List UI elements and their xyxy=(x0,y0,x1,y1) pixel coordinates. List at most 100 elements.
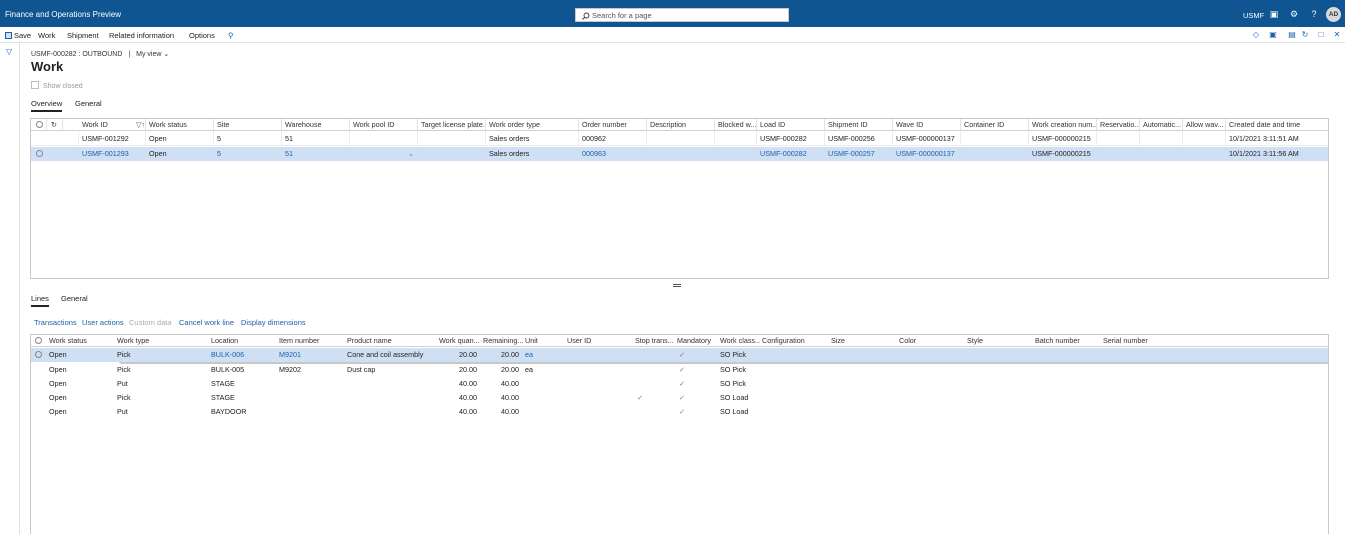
cell-unit[interactable]: ea xyxy=(525,350,533,359)
column-filter-icon[interactable]: ▽↑ xyxy=(136,120,146,129)
list-item[interactable]: Open Pick STAGE 40.00 40.00 ✓ ✓ SO Load xyxy=(31,391,1328,405)
cell-unit[interactable] xyxy=(525,377,555,391)
display-dimensions-button[interactable]: Display dimensions xyxy=(241,318,306,327)
avatar[interactable]: AD xyxy=(1326,7,1341,22)
header-work-status[interactable]: Work status xyxy=(146,119,214,130)
list-item[interactable]: Open Put STAGE 40.00 40.00 ✓ SO Pick xyxy=(31,377,1328,391)
cell-unit[interactable] xyxy=(525,405,555,419)
header-work-quantity[interactable]: Work quan... xyxy=(439,336,480,345)
cell-work-pool-id[interactable] xyxy=(350,132,418,145)
header-work-id[interactable]: Work ID xyxy=(79,119,146,130)
cell-location[interactable]: BULK-006 xyxy=(211,350,245,359)
header-line-work-status[interactable]: Work status xyxy=(49,336,87,345)
header-style[interactable]: Style xyxy=(967,336,983,345)
power-apps-icon[interactable]: ◇ xyxy=(1252,30,1260,39)
pane-splitter-handle[interactable] xyxy=(673,284,681,287)
tab-general[interactable]: General xyxy=(75,99,102,108)
close-icon[interactable]: ✕ xyxy=(1333,30,1341,39)
cell-item-number[interactable] xyxy=(279,377,345,391)
work-menu[interactable]: Work xyxy=(38,31,56,40)
cell-warehouse[interactable]: 51 xyxy=(285,149,293,158)
transactions-button[interactable]: Transactions xyxy=(34,318,77,327)
select-all-radio[interactable] xyxy=(35,335,47,347)
header-work-class[interactable]: Work class... xyxy=(720,336,760,345)
cell-item-number[interactable]: M9201 xyxy=(279,350,301,359)
cell-work-id[interactable]: USMF-001293 xyxy=(82,149,129,158)
header-color[interactable]: Color xyxy=(899,336,917,345)
header-reservation[interactable]: Reservatio... xyxy=(1097,119,1140,130)
shipment-menu[interactable]: Shipment xyxy=(67,31,99,40)
header-work-pool-id[interactable]: Work pool ID xyxy=(350,119,418,130)
cell-location[interactable]: STAGE xyxy=(211,379,235,388)
show-closed-checkbox[interactable] xyxy=(31,81,39,89)
cell-item-number[interactable] xyxy=(279,391,345,405)
header-shipment-id[interactable]: Shipment ID xyxy=(825,119,893,130)
settings-icon[interactable]: ⚙ xyxy=(1289,9,1299,19)
chevron-down-icon[interactable]: ⌄ xyxy=(407,149,414,158)
filter-icon[interactable]: ▽ xyxy=(6,47,13,56)
user-actions-button[interactable]: User actions xyxy=(82,318,124,327)
save-button[interactable]: Save xyxy=(5,31,31,40)
header-load-id[interactable]: Load ID xyxy=(757,119,825,130)
cell-order-number[interactable]: 000963 xyxy=(582,149,606,158)
cell-site[interactable]: 5 xyxy=(217,149,221,158)
header-remaining[interactable]: Remaining... xyxy=(483,336,523,345)
header-batch-number[interactable]: Batch number xyxy=(1035,336,1080,345)
header-product-name[interactable]: Product name xyxy=(347,336,392,345)
table-row[interactable]: USMF-001292 Open 5 51 Sales orders 00096… xyxy=(31,132,1328,146)
row-select-radio[interactable] xyxy=(35,348,47,362)
options-menu[interactable]: Options xyxy=(189,31,215,40)
cell-shipment-id[interactable]: USMF-000256 xyxy=(825,132,893,145)
header-allow-wave[interactable]: Allow wav... xyxy=(1183,119,1226,130)
tab-overview[interactable]: Overview xyxy=(31,99,63,112)
cell-wave-id[interactable]: USMF-000000137 xyxy=(893,132,961,145)
row-select-radio[interactable] xyxy=(31,147,47,161)
view-selector[interactable]: My view ⌄ xyxy=(136,51,169,58)
header-description[interactable]: Description xyxy=(647,119,715,130)
cell-load-id[interactable]: USMF-000282 xyxy=(757,132,825,145)
cell-unit[interactable] xyxy=(525,391,555,405)
related-information-menu[interactable]: Related information xyxy=(109,31,175,40)
header-item-number[interactable]: Item number xyxy=(279,336,320,345)
cell-wave-id[interactable]: USMF-000000137 xyxy=(896,149,955,158)
header-automatic[interactable]: Automatic... xyxy=(1140,119,1183,130)
list-item[interactable]: Open Pick BULK-005 M9202 Dust cap 20.00 … xyxy=(31,363,1328,377)
header-size[interactable]: Size xyxy=(831,336,845,345)
header-user-id[interactable]: User ID xyxy=(567,336,592,345)
search-input[interactable]: Search for a page xyxy=(575,8,789,22)
header-stop-transaction[interactable]: Stop trans... xyxy=(635,336,674,345)
cell-order-number[interactable]: 000962 xyxy=(579,132,647,145)
select-all-radio[interactable] xyxy=(31,119,47,130)
header-work-creation-number[interactable]: Work creation num... xyxy=(1029,119,1097,130)
header-mandatory[interactable]: Mandatory xyxy=(677,336,711,345)
custom-data-button[interactable]: Custom data xyxy=(129,318,172,327)
row-select-radio[interactable] xyxy=(31,132,47,145)
list-item-selected[interactable]: Open Pick BULK-006 M9201 Cone and coil a… xyxy=(31,348,1328,362)
cell-location[interactable]: BAYDOOR xyxy=(211,407,247,416)
cell-item-number[interactable]: M9202 xyxy=(279,365,301,374)
help-icon[interactable]: ? xyxy=(1311,9,1317,19)
header-created-date-time[interactable]: Created date and time xyxy=(1229,120,1301,129)
cell-unit[interactable]: ea xyxy=(525,365,533,374)
header-warehouse[interactable]: Warehouse xyxy=(282,119,350,130)
cell-location[interactable]: STAGE xyxy=(211,393,235,402)
header-wave-id[interactable]: Wave ID xyxy=(893,119,961,130)
action-search-icon[interactable]: ⚲ xyxy=(228,31,234,40)
header-blocked-wave[interactable]: Blocked w... xyxy=(715,119,757,130)
attachments-icon[interactable]: ▤ xyxy=(1288,30,1296,39)
tab-lines[interactable]: Lines xyxy=(31,294,49,307)
refresh-grid-icon[interactable]: ↻ xyxy=(47,119,63,130)
header-configuration[interactable]: Configuration xyxy=(762,336,805,345)
cell-work-pool-id[interactable]: ⌄ xyxy=(350,147,418,161)
cancel-work-line-button[interactable]: Cancel work line xyxy=(179,318,235,327)
show-closed-toggle[interactable]: Show closed xyxy=(31,81,83,90)
cell-location[interactable]: BULK-005 xyxy=(211,365,245,374)
cell-item-number[interactable] xyxy=(279,405,345,419)
header-work-type[interactable]: Work type xyxy=(117,336,150,345)
table-row-selected[interactable]: USMF-001293 Open 5 51 ⌄ Sales orders 000… xyxy=(31,147,1328,161)
header-location[interactable]: Location xyxy=(211,336,239,345)
header-serial-number[interactable]: Serial number xyxy=(1103,336,1148,345)
tab-lines-general[interactable]: General xyxy=(61,294,88,303)
refresh-icon[interactable]: ↻ xyxy=(1301,30,1309,39)
cell-work-id[interactable]: USMF-001292 xyxy=(79,132,146,145)
